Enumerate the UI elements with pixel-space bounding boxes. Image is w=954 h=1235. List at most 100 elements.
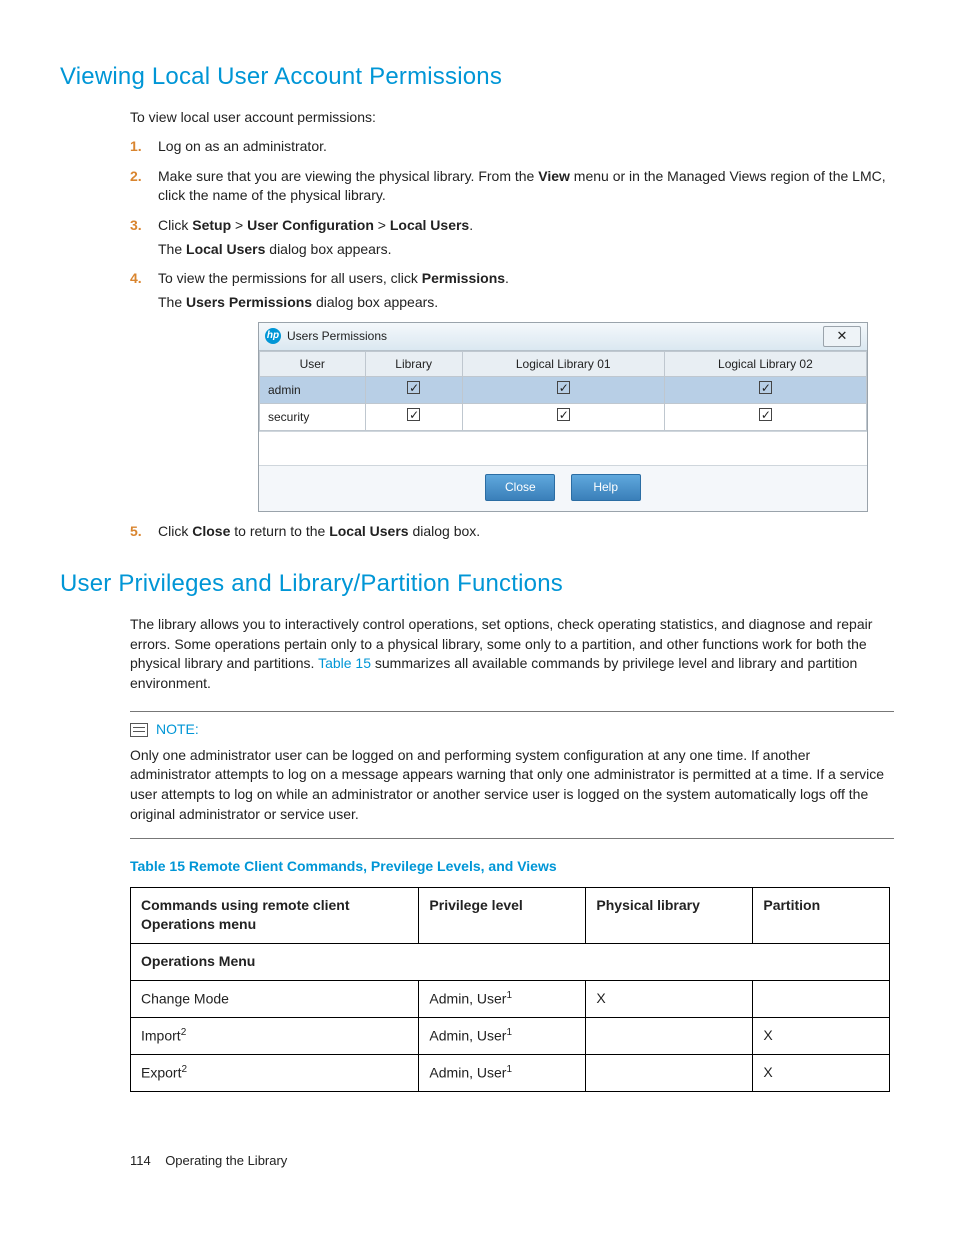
step-4-b: Permissions	[422, 270, 505, 286]
step-3-sub-b: Local Users	[186, 241, 265, 257]
part-cell: X	[753, 1055, 890, 1092]
priv-cell: Admin, User1	[419, 980, 586, 1017]
step-3-a: Click	[158, 217, 192, 233]
note-rule-bottom	[130, 838, 894, 839]
page-footer: 114 Operating the Library	[130, 1152, 894, 1170]
table-15-group-row: Operations Menu	[131, 944, 890, 981]
step-5-c: dialog box.	[409, 523, 481, 539]
priv-cell: Admin, User1	[419, 1055, 586, 1092]
cmd-text: Import	[141, 1028, 181, 1044]
dialog-footer: Close Help	[259, 465, 867, 511]
step-2-a: Make sure that you are viewing the physi…	[158, 168, 538, 184]
perm-security-user: security	[260, 404, 366, 431]
step-4: To view the permissions for all users, c…	[130, 269, 894, 512]
checkbox-icon	[557, 408, 570, 421]
table-row: Import2 Admin, User1 X	[131, 1017, 890, 1054]
col-library: Library	[365, 351, 462, 377]
table-15-caption: Table 15 Remote Client Commands, Previle…	[130, 857, 894, 877]
dialog-titlebar: hp Users Permissions ✕	[259, 323, 867, 350]
priv-cell: Admin, User1	[419, 1017, 586, 1054]
step-4-c: .	[505, 270, 509, 286]
priv-sup: 1	[506, 1027, 512, 1038]
cmd-sup: 2	[181, 1027, 187, 1038]
step-3-gt1: >	[231, 217, 247, 233]
checkbox-icon	[407, 381, 420, 394]
step-3-period: .	[469, 217, 473, 233]
th-privilege: Privilege level	[419, 887, 586, 943]
step-3-localusers: Local Users	[390, 217, 469, 233]
step-4-sub-c: dialog box appears.	[312, 294, 438, 310]
step-5-b: to return to the	[230, 523, 329, 539]
step-1: Log on as an administrator.	[130, 137, 894, 157]
col-ll01: Logical Library 01	[462, 351, 664, 377]
cmd-cell: Export2	[131, 1055, 419, 1092]
steps-list: Log on as an administrator. Make sure th…	[130, 137, 894, 541]
priv-text: Admin, User	[429, 1065, 506, 1081]
th-physical: Physical library	[586, 887, 753, 943]
step-4-sub-b: Users Permissions	[186, 294, 312, 310]
step-3-gt2: >	[374, 217, 390, 233]
permissions-table: User Library Logical Library 01 Logical …	[259, 351, 867, 431]
note-body: Only one administrator user can be logge…	[130, 746, 894, 824]
table-15-link[interactable]: Table 15	[318, 655, 371, 671]
step-2: Make sure that you are viewing the physi…	[130, 167, 894, 206]
checkbox-icon	[759, 408, 772, 421]
checkbox-icon	[759, 381, 772, 394]
part-cell: X	[753, 1017, 890, 1054]
dialog-title: Users Permissions	[287, 328, 387, 345]
part-cell	[753, 980, 890, 1017]
col-user: User	[260, 351, 366, 377]
dialog-close-button[interactable]: ✕	[823, 326, 861, 346]
step-1-text: Log on as an administrator.	[158, 138, 327, 154]
perm-row-security[interactable]: security	[260, 404, 867, 431]
page-number: 114	[130, 1153, 151, 1168]
dialog-help-btn[interactable]: Help	[571, 474, 641, 501]
perm-row-admin[interactable]: admin	[260, 377, 867, 404]
phys-cell: X	[586, 980, 753, 1017]
priv-sup: 1	[506, 990, 512, 1001]
cmd-text: Change Mode	[141, 990, 229, 1006]
section2-paragraph: The library allows you to interactively …	[130, 615, 894, 693]
group-operations-menu: Operations Menu	[131, 944, 890, 981]
step-4-a: To view the permissions for all users, c…	[158, 270, 422, 286]
phys-cell	[586, 1017, 753, 1054]
step-3: Click Setup > User Configuration > Local…	[130, 216, 894, 259]
step-3-sub: The Local Users dialog box appears.	[158, 240, 894, 260]
cmd-text: Export	[141, 1065, 181, 1081]
cmd-sup: 2	[181, 1064, 187, 1075]
dialog-close-btn[interactable]: Close	[485, 474, 555, 501]
note-heading: NOTE:	[130, 720, 894, 740]
step-5-a: Click	[158, 523, 192, 539]
note-rule-top	[130, 711, 894, 712]
step-3-userconfig: User Configuration	[247, 217, 374, 233]
step-4-sub: The Users Permissions dialog box appears…	[158, 293, 894, 313]
phys-cell	[586, 1055, 753, 1092]
note-icon	[130, 723, 148, 737]
table-15: Commands using remote client Operations …	[130, 887, 890, 1093]
step-2-bold-view: View	[538, 168, 570, 184]
priv-text: Admin, User	[429, 990, 506, 1006]
priv-text: Admin, User	[429, 1028, 506, 1044]
heading-viewing-permissions: Viewing Local User Account Permissions	[60, 60, 894, 94]
step-5: Click Close to return to the Local Users…	[130, 522, 894, 542]
heading-user-privileges: User Privileges and Library/Partition Fu…	[60, 567, 894, 601]
hp-logo-icon: hp	[265, 328, 281, 344]
table-15-header-row: Commands using remote client Operations …	[131, 887, 890, 943]
cmd-cell: Change Mode	[131, 980, 419, 1017]
step-4-sub-a: The	[158, 294, 186, 310]
intro-text: To view local user account permissions:	[130, 108, 894, 128]
users-permissions-dialog: hp Users Permissions ✕ User Library Logi…	[258, 322, 868, 511]
step-3-sub-a: The	[158, 241, 186, 257]
checkbox-icon	[557, 381, 570, 394]
step-3-setup: Setup	[192, 217, 231, 233]
step-5-close: Close	[192, 523, 230, 539]
cmd-cell: Import2	[131, 1017, 419, 1054]
table-row: Change Mode Admin, User1 X	[131, 980, 890, 1017]
priv-sup: 1	[506, 1064, 512, 1075]
th-partition: Partition	[753, 887, 890, 943]
step-5-localusers: Local Users	[329, 523, 408, 539]
th-commands: Commands using remote client Operations …	[131, 887, 419, 943]
table-row: Export2 Admin, User1 X	[131, 1055, 890, 1092]
permissions-header-row: User Library Logical Library 01 Logical …	[260, 351, 867, 377]
footer-title: Operating the Library	[165, 1153, 287, 1168]
